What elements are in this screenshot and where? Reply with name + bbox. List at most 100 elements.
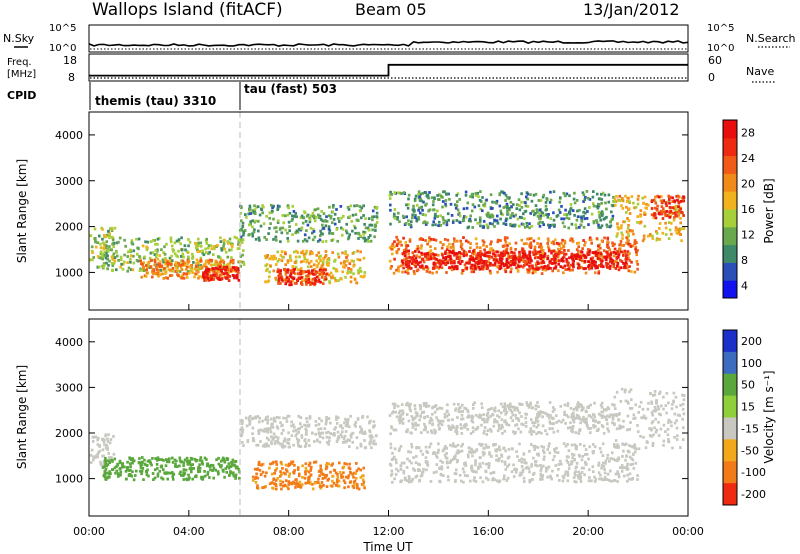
power-cell — [323, 255, 327, 259]
power-cell — [174, 270, 177, 273]
velocity-cell — [536, 401, 539, 404]
power-cell — [362, 232, 365, 236]
velocity-cell — [618, 466, 622, 469]
power-cell — [582, 225, 586, 229]
power-cell — [445, 223, 449, 227]
velocity-cell — [582, 466, 585, 470]
power-cell — [620, 204, 623, 208]
velocity-cell — [279, 470, 282, 473]
power-cell — [344, 264, 348, 267]
velocity-cell — [287, 483, 290, 486]
velocity-cell — [113, 466, 117, 470]
power-cell — [255, 205, 258, 209]
power-cell — [546, 242, 549, 245]
velocity-cell — [342, 479, 346, 483]
power-cell — [247, 233, 250, 237]
velocity-cell — [471, 420, 475, 424]
velocity-cell — [411, 426, 415, 429]
power-cell — [601, 214, 604, 217]
velocity-cell — [517, 459, 521, 462]
velocity-cell — [508, 404, 511, 408]
velocity-cell — [532, 430, 536, 433]
velocity-cell — [288, 445, 291, 449]
power-cell — [547, 264, 550, 267]
velocity-cell — [325, 417, 328, 421]
velocity-cell — [535, 425, 539, 429]
power-cell — [541, 260, 545, 263]
velocity-cell — [589, 403, 592, 407]
power-cell — [158, 261, 162, 265]
power-cell — [418, 195, 421, 199]
velocity-cell — [507, 407, 511, 411]
power-cell — [227, 242, 230, 245]
power-cell — [513, 224, 516, 228]
velocity-cell — [187, 477, 190, 481]
velocity-cell — [187, 473, 190, 477]
velocity-cell — [317, 427, 320, 431]
velocity-cell — [354, 421, 358, 424]
power-cell — [110, 255, 114, 259]
power-cell — [421, 253, 424, 257]
velocity-cell — [571, 452, 574, 456]
power-cell — [522, 223, 525, 226]
power-cell — [401, 252, 405, 255]
velocity-cell — [285, 468, 288, 472]
velocity-cell — [631, 462, 634, 466]
power-cell — [270, 209, 274, 213]
velocity-cell — [469, 432, 473, 435]
power-cell — [236, 273, 239, 277]
power-cell — [501, 213, 504, 217]
velocity-cell — [471, 469, 475, 473]
velocity-cell — [201, 477, 204, 481]
power-cell — [658, 212, 661, 216]
power-cell — [121, 267, 125, 271]
power-cell — [572, 262, 575, 266]
power-cell — [226, 240, 229, 243]
velocity-cell — [616, 471, 619, 474]
power-cell — [274, 235, 278, 239]
power-cell — [341, 251, 344, 255]
power-cell — [350, 220, 354, 223]
velocity-cell — [101, 466, 105, 469]
power-cell — [433, 214, 437, 218]
power-cell — [496, 221, 500, 225]
power-cell — [430, 196, 434, 200]
velocity-cell — [459, 479, 463, 483]
velocity-cell — [158, 458, 161, 461]
velocity-cell — [171, 456, 174, 460]
velocity-cell — [551, 458, 555, 462]
velocity-cell — [296, 441, 300, 445]
velocity-cell — [556, 429, 560, 433]
velocity-cell — [91, 440, 95, 443]
power-cell — [496, 240, 500, 244]
power-cell — [226, 255, 229, 259]
power-cell — [562, 217, 566, 221]
velocity-cell — [466, 409, 469, 412]
velocity-cell — [472, 403, 475, 406]
velocity-cell — [628, 455, 632, 459]
velocity-cell — [109, 438, 113, 441]
velocity-cell — [390, 469, 394, 473]
velocity-cell — [456, 443, 460, 447]
power-cell — [654, 201, 658, 205]
velocity-cell — [599, 450, 603, 454]
power-cell — [257, 219, 260, 223]
power-cell — [454, 265, 457, 268]
power-cell — [214, 274, 217, 278]
velocity-cell — [571, 460, 574, 464]
velocity-cell — [298, 427, 301, 430]
power-cell — [426, 267, 430, 271]
power-cell — [428, 236, 431, 240]
power-cell — [336, 252, 340, 256]
velocity-cell — [309, 482, 312, 485]
velocity-cell — [419, 404, 422, 408]
power-cell — [231, 260, 234, 264]
velocity-cell — [416, 412, 419, 415]
power-cell — [424, 255, 427, 258]
power-cell — [414, 194, 418, 198]
power-cell — [419, 206, 423, 210]
power-cell — [493, 253, 497, 257]
power-cell — [288, 283, 291, 287]
power-cell — [264, 264, 267, 268]
velocity-cell — [616, 480, 619, 483]
